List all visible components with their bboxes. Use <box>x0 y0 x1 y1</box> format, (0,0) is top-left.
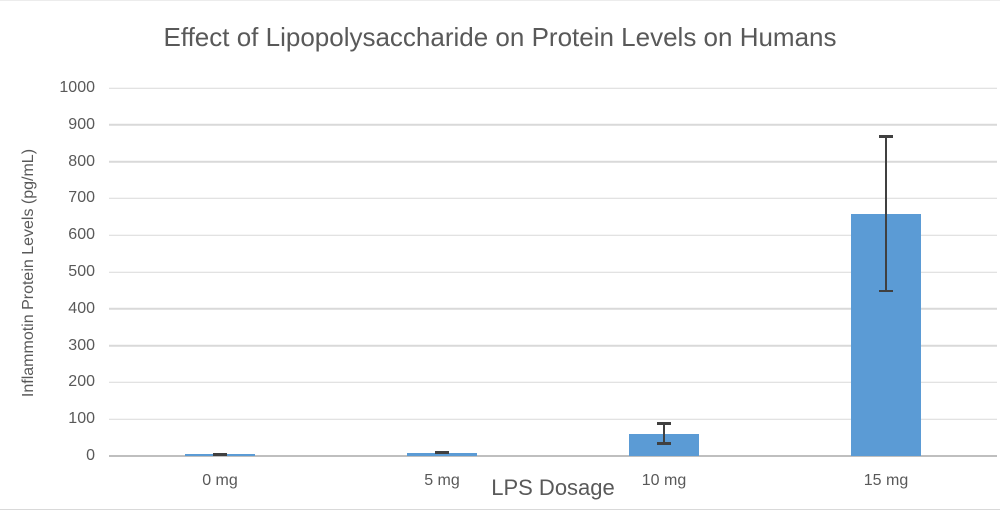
plot-area <box>109 87 997 457</box>
x-tick-label: 15 mg <box>863 472 909 489</box>
y-tick-label: 0 <box>86 447 95 464</box>
gridline <box>109 160 997 163</box>
error-bar-cap-top <box>657 422 671 425</box>
gridline <box>109 381 997 384</box>
error-bar-cap-bottom <box>435 451 449 454</box>
gridline <box>109 344 997 347</box>
x-axis-title: LPS Dosage <box>491 475 615 500</box>
gridline <box>109 271 997 273</box>
error-bar-whisker <box>663 422 665 445</box>
error-bar <box>879 135 893 293</box>
gridline <box>109 87 997 89</box>
y-tick-label: 1000 <box>59 79 95 96</box>
gridline <box>109 197 997 200</box>
y-axis-tick-labels: 0 100 200 300 400 500 600 700 800 900 1000 <box>0 80 95 464</box>
y-tick-label: 200 <box>68 373 95 391</box>
error-bar-cap-bottom <box>213 452 227 456</box>
bar <box>407 452 477 456</box>
y-tick-label: 400 <box>68 299 95 317</box>
error-bar-cap-top <box>879 135 893 138</box>
y-tick-label: 600 <box>68 226 95 244</box>
x-tick-label: 0 mg <box>202 472 238 489</box>
error-bar-cap-bottom <box>657 442 671 445</box>
error-bar <box>435 451 449 455</box>
error-bar <box>657 422 671 445</box>
y-tick-label: 100 <box>68 410 95 428</box>
y-tick-label: 500 <box>68 263 95 280</box>
gridline <box>109 124 997 126</box>
gridline <box>109 308 997 310</box>
x-tick-label: 5 mg <box>424 472 460 489</box>
y-tick-label: 700 <box>68 189 95 207</box>
y-tick-label: 900 <box>68 115 95 133</box>
gridlines <box>109 87 997 457</box>
x-tick-label: 10 mg <box>641 472 687 489</box>
chart-title: Effect of Lipopolysaccharide on Protein … <box>163 22 837 52</box>
x-axis-tick-labels: 0 mg 5 mg 10 mg 15 mg <box>109 472 997 496</box>
y-tick-label: 300 <box>68 336 95 354</box>
bars <box>109 88 997 456</box>
error-bar-whisker <box>885 135 887 293</box>
gridline <box>109 418 997 420</box>
error-bar <box>213 452 227 456</box>
x-axis-line <box>109 455 997 457</box>
gridline <box>109 234 997 236</box>
y-tick-label: 800 <box>68 152 95 170</box>
error-bar-cap-bottom <box>879 289 893 293</box>
